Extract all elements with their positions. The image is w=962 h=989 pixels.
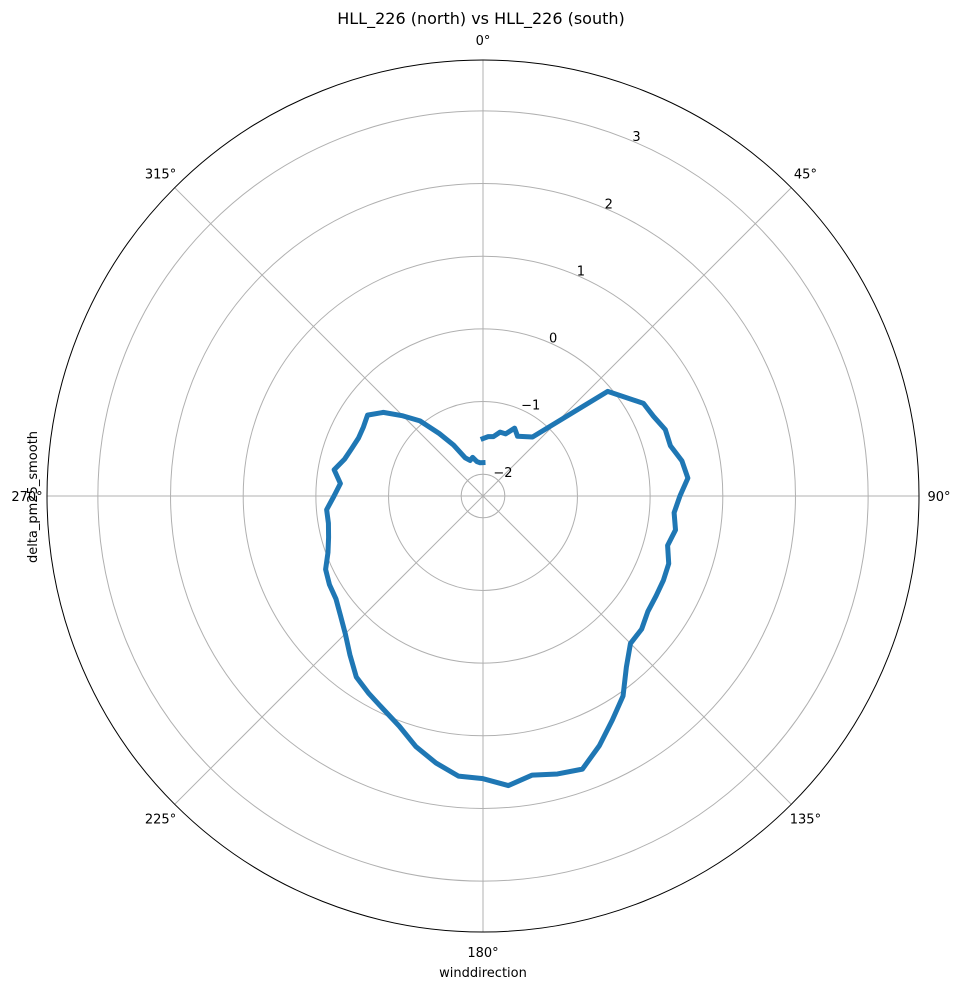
- radial-tick-label-5: 3: [632, 130, 640, 145]
- radial-tick-label-1: −1: [521, 399, 540, 414]
- angular-gridline-5: [174, 495, 484, 805]
- theta-tick-label-135: 135°: [790, 812, 821, 827]
- polar-frame: [46, 59, 920, 933]
- radial-tick-label-4: 2: [605, 197, 613, 212]
- radial-tick-label-3: 1: [577, 264, 585, 279]
- theta-tick-label-0: 0°: [476, 34, 491, 49]
- radial-tick-labels: −2 −1 0 1 2 3: [493, 130, 640, 481]
- radial-tick-label-2: 0: [549, 332, 557, 347]
- theta-tick-label-45: 45°: [794, 168, 817, 183]
- angular-gridline-7: [174, 187, 484, 497]
- y-axis-label: delta_pm25_smooth: [26, 431, 41, 563]
- grid-layer: [46, 59, 920, 933]
- x-axis-label: winddirection: [439, 966, 527, 981]
- angular-gridline-1: [482, 187, 792, 497]
- theta-tick-label-225: 225°: [145, 812, 176, 827]
- theta-tick-label-315: 315°: [145, 168, 176, 183]
- chart-title: HLL_226 (north) vs HLL_226 (south): [337, 9, 625, 29]
- series-layer: [323, 388, 691, 789]
- theta-tick-label-180: 180°: [467, 946, 498, 961]
- series-line-0: [323, 388, 691, 789]
- theta-tick-label-90: 90°: [927, 490, 950, 505]
- angular-gridline-3: [482, 495, 792, 805]
- theta-tick-label-270: 270°: [11, 490, 42, 505]
- radial-tick-label-0: −2: [493, 466, 512, 481]
- theta-tick-labels: 0° 45° 90° 135° 180° 225° 270° 315°: [11, 34, 950, 961]
